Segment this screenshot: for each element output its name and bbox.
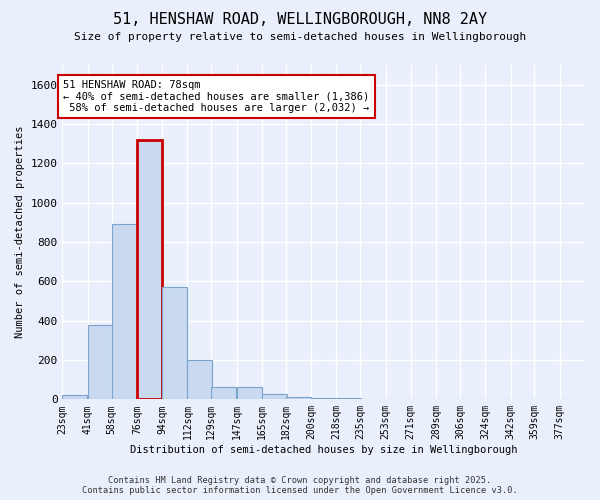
Bar xyxy=(88,324,113,400)
Bar xyxy=(311,398,336,400)
Bar xyxy=(137,140,162,400)
Bar xyxy=(286,398,311,400)
Text: Size of property relative to semi-detached houses in Wellingborough: Size of property relative to semi-detach… xyxy=(74,32,526,42)
Bar xyxy=(62,396,88,400)
Bar xyxy=(162,287,187,400)
Bar xyxy=(112,224,137,400)
Bar xyxy=(236,386,262,400)
Bar xyxy=(337,398,361,400)
Bar xyxy=(262,394,287,400)
Bar xyxy=(187,360,212,400)
Y-axis label: Number of semi-detached properties: Number of semi-detached properties xyxy=(15,126,25,338)
Text: Contains HM Land Registry data © Crown copyright and database right 2025.
Contai: Contains HM Land Registry data © Crown c… xyxy=(82,476,518,495)
Text: 51 HENSHAW ROAD: 78sqm
← 40% of semi-detached houses are smaller (1,386)
 58% of: 51 HENSHAW ROAD: 78sqm ← 40% of semi-det… xyxy=(63,80,370,113)
Text: 51, HENSHAW ROAD, WELLINGBOROUGH, NN8 2AY: 51, HENSHAW ROAD, WELLINGBOROUGH, NN8 2A… xyxy=(113,12,487,28)
Bar xyxy=(211,386,236,400)
X-axis label: Distribution of semi-detached houses by size in Wellingborough: Distribution of semi-detached houses by … xyxy=(130,445,517,455)
